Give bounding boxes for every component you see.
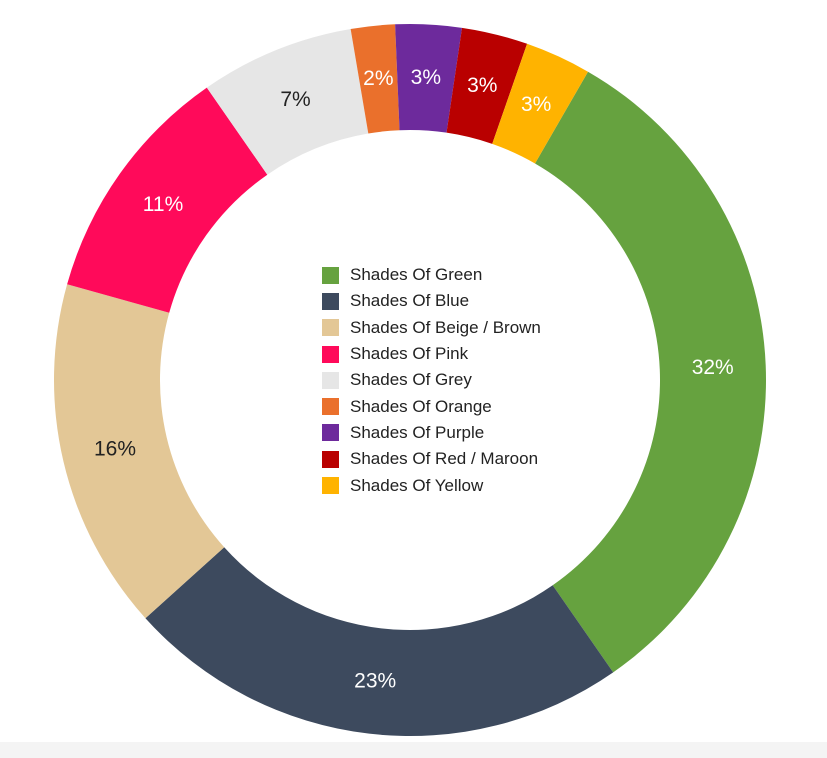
legend-label: Shades Of Green (350, 265, 483, 285)
legend-swatch (322, 266, 339, 284)
legend-swatch (322, 398, 339, 416)
slice-shades-of-grey (206, 28, 369, 175)
legend-item: Shades Of Beige / Brown (322, 315, 541, 341)
slice-label: 3% (467, 74, 497, 97)
slice-shades-of-yellow (492, 43, 588, 164)
slice-shades-of-beige-brown (54, 284, 225, 619)
legend-swatch (322, 292, 339, 310)
slice-label: 3% (521, 93, 551, 116)
legend-item: Shades Of Purple (322, 420, 541, 446)
legend-label: Shades Of Blue (350, 291, 470, 311)
legend-label: Shades Of Grey (350, 370, 472, 390)
legend-label: Shades Of Orange (350, 396, 492, 416)
bottom-band (0, 742, 827, 758)
legend-item: Shades Of Red / Maroon (322, 446, 541, 472)
slice-label: 16% (94, 438, 136, 461)
slices-layer (54, 24, 766, 736)
legend-item: Shades Of Orange (322, 393, 541, 419)
slice-shades-of-red-maroon (446, 27, 528, 144)
slice-label: 7% (280, 88, 310, 111)
slice-shades-of-blue (145, 547, 614, 736)
legend-label: Shades Of Beige / Brown (350, 317, 541, 337)
legend-swatch (322, 371, 339, 389)
legend-label: Shades Of Pink (350, 344, 469, 364)
slice-label: 23% (354, 669, 396, 692)
slice-shades-of-pink (67, 87, 268, 313)
legend-item: Shades Of Blue (322, 288, 541, 314)
slice-label: 11% (143, 193, 183, 216)
legend-label: Shades Of Yellow (350, 475, 484, 495)
legend-item: Shades Of Pink (322, 341, 541, 367)
legend-item: Shades Of Grey (322, 367, 541, 393)
slice-label: 32% (692, 356, 734, 379)
legend-swatch (322, 450, 339, 468)
legend-item: Shades Of Green (322, 262, 541, 288)
legend: Shades Of Green Shades Of Blue Shades Of B… (322, 262, 541, 499)
legend-swatch (322, 319, 339, 337)
slice-label: 3% (411, 66, 441, 89)
slice-shades-of-purple (395, 24, 463, 133)
legend-swatch (322, 424, 339, 442)
slice-shades-of-orange (350, 24, 400, 134)
slice-label: 2% (363, 67, 393, 90)
slice-shades-of-green (535, 71, 766, 673)
labels-layer: 32% 23% 16% 11% 7% 2% 3% 3% 3% (94, 66, 734, 693)
legend-swatch (322, 477, 339, 495)
legend-label: Shades Of Purple (350, 422, 485, 442)
legend-swatch (322, 345, 339, 363)
legend-item: Shades Of Yellow (322, 472, 541, 498)
legend-label: Shades Of Red / Maroon (350, 449, 539, 469)
